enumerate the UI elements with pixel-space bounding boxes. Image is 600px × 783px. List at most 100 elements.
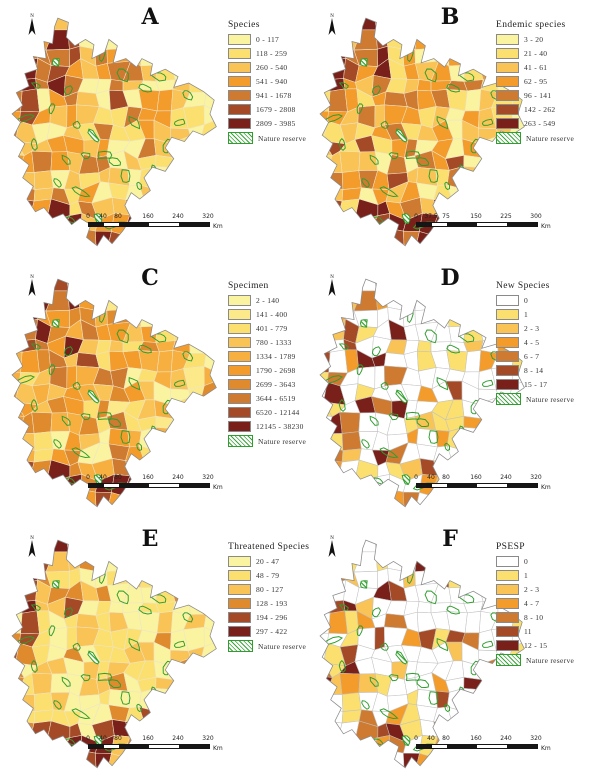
county-cell — [201, 444, 217, 464]
nature-reserve-shape — [116, 68, 129, 83]
legend-row: 12145 - 38230 — [228, 421, 306, 432]
county-cell — [414, 29, 438, 50]
county-cell — [320, 580, 331, 603]
nature-reserve-shape — [369, 676, 379, 687]
county-cell — [140, 29, 158, 50]
legend-label: 263 - 549 — [524, 119, 556, 128]
county-cell — [344, 491, 361, 507]
legend-label: 2 - 3 — [524, 585, 540, 594]
county-cell — [198, 48, 217, 62]
county-cell — [171, 33, 185, 52]
nature-reserve-shape — [72, 381, 81, 390]
county-cell — [341, 692, 362, 712]
legend-row: 2 - 3 — [496, 323, 574, 334]
scale-tick-label: 320 — [202, 735, 214, 742]
county-cell — [448, 46, 466, 67]
county-cell — [108, 79, 124, 92]
county-cell — [36, 491, 53, 507]
legend-label: 941 - 1678 — [256, 91, 292, 100]
county-cell — [185, 229, 201, 246]
county-cell — [153, 183, 177, 207]
county-cell — [328, 349, 348, 374]
county-cell — [187, 172, 203, 186]
county-cell — [66, 279, 83, 296]
scale-tick-label: 40 — [99, 735, 107, 742]
legend-swatch — [228, 295, 251, 306]
county-cell — [12, 58, 23, 81]
nature-reserve-shape — [380, 642, 389, 651]
county-cell — [201, 705, 217, 725]
county-cell — [169, 127, 191, 144]
legend-swatch — [496, 323, 519, 334]
legend-swatch — [228, 379, 251, 390]
nature-reserve-shape — [405, 150, 421, 160]
nature-reserve-shape — [136, 181, 143, 191]
legend-row: 3644 - 6519 — [228, 393, 306, 404]
county-cell — [448, 64, 466, 82]
county-cell — [142, 231, 160, 246]
county-cell — [429, 540, 452, 553]
nature-reserve-shape — [87, 650, 100, 665]
county-cell — [155, 33, 174, 51]
legend-row: 2 - 3 — [496, 584, 574, 595]
legend-title: Specimen — [228, 281, 269, 291]
scale-tick-label: 240 — [500, 474, 512, 481]
county-cell — [464, 228, 482, 246]
county-cell — [450, 492, 468, 507]
county-cell — [171, 428, 190, 446]
map-canvas — [11, 17, 217, 247]
county-cell — [121, 18, 144, 31]
county-cell — [198, 433, 217, 447]
county-cell — [201, 334, 217, 355]
nature-reserve-shape — [338, 660, 346, 673]
county-cell — [320, 401, 333, 417]
county-cell — [320, 433, 332, 451]
county-cell — [183, 279, 203, 296]
county-cell — [188, 583, 205, 604]
county-cell — [167, 279, 187, 297]
legend-swatch — [228, 62, 251, 73]
county-cell — [374, 540, 391, 557]
county-cell — [340, 279, 363, 292]
county-cell — [320, 694, 332, 712]
legend-swatch — [228, 570, 251, 581]
county-cell — [320, 140, 333, 156]
county-cell — [320, 120, 328, 143]
nature-reserve-shape — [108, 679, 121, 689]
nature-reserve-shape — [373, 738, 384, 746]
county-cell — [107, 279, 130, 294]
county-cell — [12, 565, 24, 585]
county-cell — [506, 172, 525, 186]
county-cell — [185, 490, 201, 507]
nature-reserve-shape — [185, 672, 196, 683]
county-cell — [167, 18, 187, 36]
nature-reserve-shape — [116, 590, 129, 605]
nature-reserve-shape — [361, 700, 370, 710]
county-cell — [357, 752, 371, 768]
legend-swatch — [496, 118, 519, 129]
province-outline — [319, 278, 525, 508]
legend-label: 128 - 193 — [256, 599, 288, 608]
county-cell — [183, 289, 202, 313]
nature-reserve-shape — [128, 116, 141, 130]
nature-reserve-shape — [416, 418, 429, 428]
county-cell — [187, 433, 203, 447]
county-cell — [320, 340, 331, 353]
nature-reserve-shape — [446, 83, 460, 93]
legend-swatch — [228, 598, 251, 609]
county-cell — [187, 412, 200, 435]
nature-reserve-shape — [401, 213, 411, 225]
legend-swatch — [496, 598, 519, 609]
county-cell — [320, 446, 331, 464]
nature-reserve-shape — [14, 375, 36, 385]
nature-reserve-shape — [93, 735, 103, 747]
county-cell — [506, 694, 525, 708]
scale-bar-segments — [416, 222, 538, 227]
county-cell — [140, 64, 158, 82]
county-cell — [198, 135, 217, 155]
nature-reserve-shape — [405, 411, 421, 421]
scale-tick-label: 160 — [142, 213, 154, 220]
county-cell — [430, 492, 454, 507]
legend-swatch — [228, 584, 251, 595]
county-cell — [506, 675, 525, 696]
